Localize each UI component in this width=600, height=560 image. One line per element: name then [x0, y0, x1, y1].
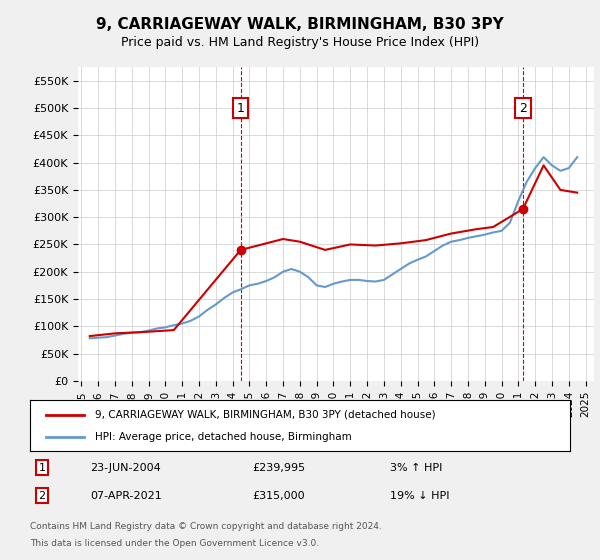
Text: £239,995: £239,995 — [252, 463, 305, 473]
Text: 3% ↑ HPI: 3% ↑ HPI — [390, 463, 442, 473]
Text: 1: 1 — [38, 463, 46, 473]
Text: Contains HM Land Registry data © Crown copyright and database right 2024.: Contains HM Land Registry data © Crown c… — [30, 522, 382, 531]
Text: 1: 1 — [237, 101, 245, 115]
Text: 9, CARRIAGEWAY WALK, BIRMINGHAM, B30 3PY: 9, CARRIAGEWAY WALK, BIRMINGHAM, B30 3PY — [96, 17, 504, 32]
Text: Price paid vs. HM Land Registry's House Price Index (HPI): Price paid vs. HM Land Registry's House … — [121, 36, 479, 49]
Text: 23-JUN-2004: 23-JUN-2004 — [90, 463, 161, 473]
Text: 2: 2 — [519, 101, 527, 115]
Text: 9, CARRIAGEWAY WALK, BIRMINGHAM, B30 3PY (detached house): 9, CARRIAGEWAY WALK, BIRMINGHAM, B30 3PY… — [95, 409, 436, 419]
Text: 2: 2 — [38, 491, 46, 501]
Text: 19% ↓ HPI: 19% ↓ HPI — [390, 491, 449, 501]
Text: £315,000: £315,000 — [252, 491, 305, 501]
Text: HPI: Average price, detached house, Birmingham: HPI: Average price, detached house, Birm… — [95, 432, 352, 442]
Text: 07-APR-2021: 07-APR-2021 — [90, 491, 162, 501]
Text: This data is licensed under the Open Government Licence v3.0.: This data is licensed under the Open Gov… — [30, 539, 319, 548]
